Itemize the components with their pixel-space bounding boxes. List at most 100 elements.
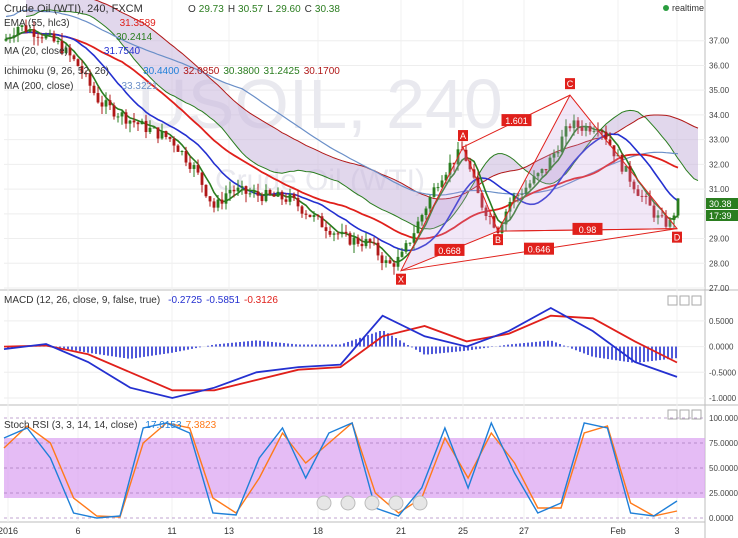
candle-body — [632, 181, 636, 190]
macd-panel: 0.5000 0.0000 -0.5000 -1.0000 — [3, 306, 737, 403]
candle-body — [8, 37, 12, 39]
rsi-legend[interactable]: Stoch RSI (3, 3, 14, 14, close) 17.0153 7.… — [4, 420, 217, 431]
zoom-in-icon[interactable] — [388, 495, 404, 511]
ohlc-close: 30.38 — [315, 4, 340, 15]
candle-body — [236, 187, 240, 192]
candle-body — [36, 36, 40, 38]
price-tick-label: 29.00 — [709, 235, 730, 244]
candle-body — [224, 193, 228, 204]
candle-body — [676, 198, 680, 216]
candle-body — [116, 116, 120, 118]
candle-body — [400, 251, 404, 257]
scroll-left-icon[interactable] — [340, 495, 356, 511]
candle-body — [12, 35, 16, 38]
ohlc-high: 30.57 — [238, 4, 263, 15]
ma20-legend[interactable]: MA (20, close) 31.7540 — [4, 46, 141, 57]
candle-body — [576, 120, 580, 128]
candle-body — [308, 214, 312, 217]
candle-body — [172, 138, 176, 146]
candle-body — [332, 233, 336, 235]
candle-body — [24, 25, 28, 32]
candle-body — [588, 125, 592, 132]
candle-body — [360, 243, 364, 247]
candle-body — [168, 137, 172, 139]
pattern-point-box — [493, 234, 503, 246]
pattern-ratio-label: 0.98 — [579, 225, 597, 235]
pane-down-icon[interactable] — [679, 295, 690, 306]
ma20-value: 31.7540 — [104, 46, 141, 57]
scroll-right-icon[interactable] — [412, 495, 428, 511]
candle-body — [512, 195, 516, 202]
macd-line — [3, 306, 678, 399]
cloud-span-b — [93, 0, 699, 200]
candle-body — [544, 168, 548, 171]
candle-body — [208, 196, 212, 202]
candle-body — [424, 208, 428, 216]
pattern-ratio-box — [524, 242, 554, 255]
candle-body — [480, 193, 484, 208]
ema-line — [5, 31, 679, 240]
pane-up-icon[interactable] — [667, 295, 678, 306]
harmonic-pattern: X A B C D 1.601 0.668 0.646 0.98 — [396, 78, 682, 285]
candle-body — [268, 189, 272, 195]
last-price-tag: 30.38 17:39 — [706, 198, 738, 221]
stoch-rsi-panel: 100.0000 75.0000 50.0000 25.0000 0.0000 — [3, 414, 738, 523]
rsi-tick-label: 100.0000 — [709, 414, 738, 423]
pattern-ratio-box — [501, 114, 532, 127]
candle-body — [228, 189, 232, 194]
realtime-icon — [663, 5, 669, 11]
candle-body — [196, 165, 200, 173]
candle-body — [604, 131, 608, 140]
pane-up-icon[interactable] — [667, 409, 678, 420]
zoom-controls[interactable] — [316, 495, 428, 511]
candle-body — [592, 130, 596, 132]
candle-body — [428, 196, 432, 209]
ma200-legend[interactable]: MA (200, close) 33.3221 — [4, 81, 158, 92]
ema-legend[interactable]: EMA (55, hlc3) 31.3589 — [4, 18, 156, 29]
price-tick-label: 33.00 — [709, 136, 730, 145]
macd-legend[interactable]: MACD (12, 26, close, 9, false, true) -0.2… — [4, 295, 278, 306]
time-tick-label: 13 — [224, 526, 234, 536]
candle-body — [528, 183, 532, 188]
candle-body — [392, 263, 396, 267]
time-tick-label: 11 — [167, 526, 176, 536]
candle-body — [412, 233, 416, 243]
pane-close-icon[interactable] — [691, 409, 702, 420]
pane-close-icon[interactable] — [691, 295, 702, 306]
pattern-point-label: A — [460, 131, 466, 141]
candle-body — [320, 216, 324, 228]
candle-body — [300, 206, 304, 214]
candle-body — [516, 194, 520, 196]
time-tick-label: 2016 — [0, 526, 18, 536]
zoom-out-icon[interactable] — [316, 495, 332, 511]
candle-body — [84, 73, 88, 75]
candle-body — [176, 145, 180, 152]
svg-text:Stoch RSI (3, 3, 14, 14, close: Stoch RSI (3, 3, 14, 14, close) 17.0153 7.… — [4, 420, 217, 431]
candle-body — [248, 193, 252, 195]
last-price-box — [706, 198, 738, 209]
candle-body — [60, 41, 64, 54]
pane-toolbar[interactable] — [667, 295, 702, 420]
macd-label: MACD (12, 26, close, 9, false, true) — [4, 295, 160, 306]
candle-body — [520, 193, 524, 195]
candle-body — [292, 193, 296, 199]
pane-down-icon[interactable] — [679, 409, 690, 420]
candle-body — [408, 242, 412, 244]
candle-body — [100, 102, 104, 107]
candle-body — [340, 231, 344, 235]
candle-body — [532, 176, 536, 184]
rsi-k-line — [3, 421, 678, 519]
candle-body — [324, 227, 328, 231]
candle-body — [280, 191, 284, 200]
candle-body — [624, 165, 628, 172]
ichimoku-legend[interactable]: Ichimoku (9, 26, 52, 26) 30.4400 32.0850 30… — [4, 66, 340, 77]
candle-body — [672, 215, 676, 221]
candle-body — [652, 205, 656, 218]
candle-body — [344, 231, 348, 234]
candle-body — [188, 162, 192, 169]
legend-symbol[interactable]: Crude Oil (WTI), 240, FXCM — [4, 3, 143, 15]
candle-body — [440, 180, 444, 188]
reset-icon[interactable] — [364, 495, 380, 511]
candle-body — [20, 25, 24, 27]
